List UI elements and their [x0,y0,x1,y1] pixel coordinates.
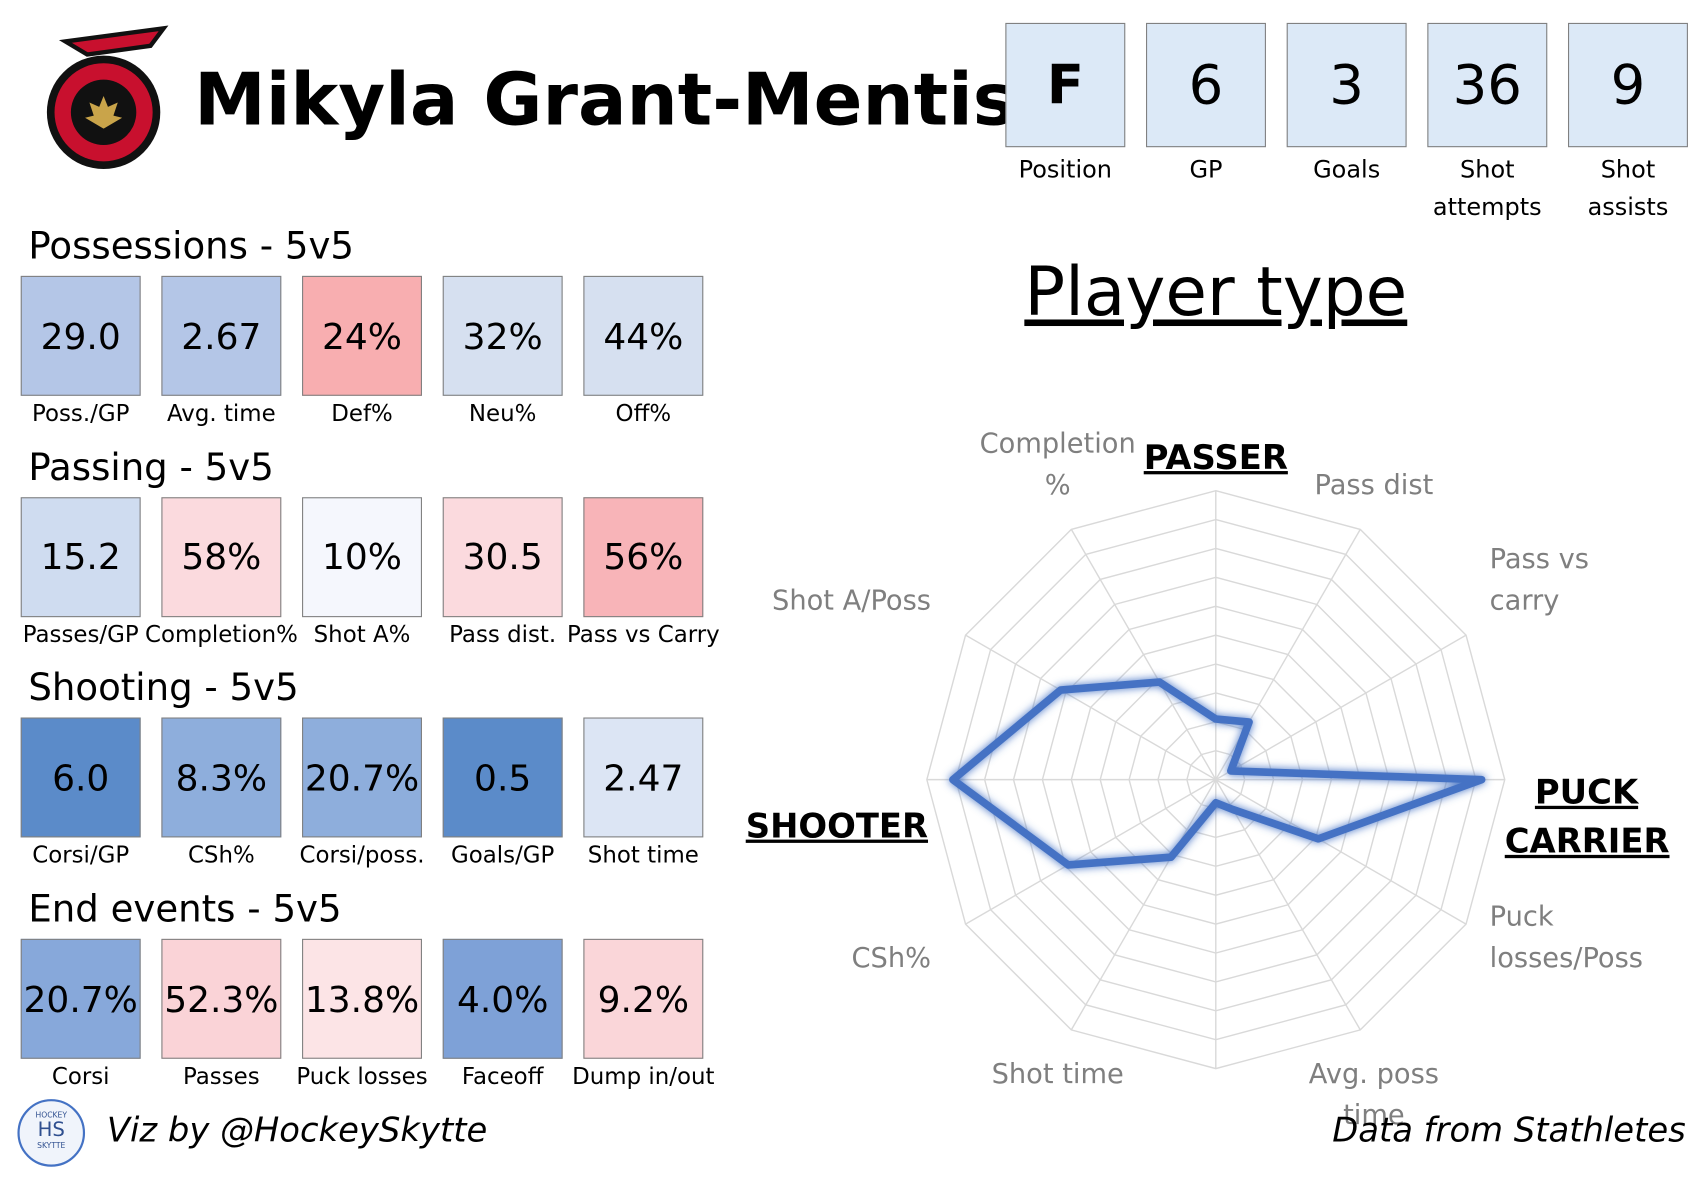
stat-tile: 9.2% [583,938,704,1059]
group-label: PUCK CARRIER [1504,773,1670,862]
stat-label: Shot attempts [1432,157,1542,222]
axis-label: Completion % [979,427,1136,501]
tile-label: Off% [615,400,672,427]
spoke [1215,779,1467,925]
data-line [949,678,1486,869]
stat-tile: 15.2 [20,496,141,617]
axis-label: Shot time [991,1057,1124,1090]
stat-tile: 44% [583,275,704,396]
spoke [1070,529,1217,780]
tile-label: Passes [182,1063,260,1090]
tile-label: Pass vs Carry [567,621,720,648]
chart-title: Player type [1024,251,1408,332]
stat-box: F [1005,22,1126,148]
stat-tile: 20.7% [302,717,422,838]
tile-label: Corsi/GP [32,842,130,869]
group-label: SHOOTER [745,806,929,847]
logo-text: HOCKEY [35,1111,68,1120]
stat-label: Goals [1313,157,1381,185]
axis-label: CSh% [851,942,932,974]
spoke [965,779,1217,925]
tile-label: Poss./GP [31,400,130,427]
stat-tile: 52.3% [161,938,282,1059]
stat-tile: 29.0 [20,275,141,396]
tile-label: Shot A% [313,621,411,648]
stat-tile: 0.5 [442,717,563,838]
stat-tile: 58% [161,496,282,617]
axis-label: Avg. poss time [1308,1057,1440,1131]
stat-label: Position [1018,157,1113,185]
spoke [1215,529,1361,780]
spoke [1215,779,1361,1031]
tile-label: Passes/GP [22,621,139,648]
stat-box: 9 [1567,22,1688,148]
axis-label: Pass vs carry [1489,543,1589,617]
stat-label: GP [1189,157,1223,185]
tile-label: Corsi/poss. [299,842,425,869]
stat-tile: 24% [302,275,422,396]
tile-label: Puck losses [296,1063,428,1090]
stat-tile: 6.0 [20,717,141,838]
axis-label: Shot A/Poss [772,584,932,617]
stat-tile: 4.0% [442,938,563,1059]
spoke [965,634,1217,781]
spoke [1070,779,1217,1031]
tile-label: Corsi [51,1063,110,1090]
stat-box: 3 [1286,22,1407,148]
stat-tile: 8.3% [161,717,282,838]
stat-box: 6 [1146,22,1266,148]
stat-tile: 20.7% [20,938,141,1059]
stat-tile: 32% [442,275,563,396]
section-title: Shooting - 5v5 [28,666,299,711]
stat-tile: 13.8% [302,938,422,1059]
brand-logo: HOCKEY HS SKYTTE [17,1099,86,1167]
tile-label: Faceoff [461,1063,544,1090]
axis-label: Puck losses/Poss [1489,900,1644,974]
stat-tile: 2.67 [161,275,282,396]
logo-text: SKYTTE [37,1141,66,1151]
tile-label: Shot time [587,842,699,869]
stat-tile: 2.47 [583,717,704,838]
spoke [1215,634,1467,781]
stat-tile: 10% [302,496,422,617]
group-label: PASSER [1143,438,1288,478]
axis-label: Pass dist [1314,468,1434,501]
grid-ring [926,489,1506,1070]
section-title: End events - 5v5 [28,887,342,932]
tile-label: Avg. time [166,400,276,427]
team-logo [46,25,169,170]
logo-text: HS [37,1118,65,1142]
tile-label: Pass dist. [449,621,557,648]
tile-label: Def% [331,400,393,427]
tile-label: Goals/GP [450,842,555,869]
player-name: Mikyla Grant-Mentis [194,57,1016,142]
section-title: Passing - 5v5 [28,445,274,490]
credit: Viz by @HockeySkytte [106,1111,488,1151]
tile-label: Dump in/out [572,1063,715,1090]
stat-box: 36 [1427,22,1548,148]
tile-label: Neu% [468,400,537,427]
section-title: Possessions - 5v5 [28,224,355,269]
stat-tile: 30.5 [442,496,563,617]
tile-label: Completion% [145,621,298,648]
source: Data from Stathletes [1332,1111,1686,1151]
stat-label: Shot assists [1587,157,1669,222]
stat-tile: 56% [583,496,704,617]
tile-label: CSh% [187,842,255,869]
